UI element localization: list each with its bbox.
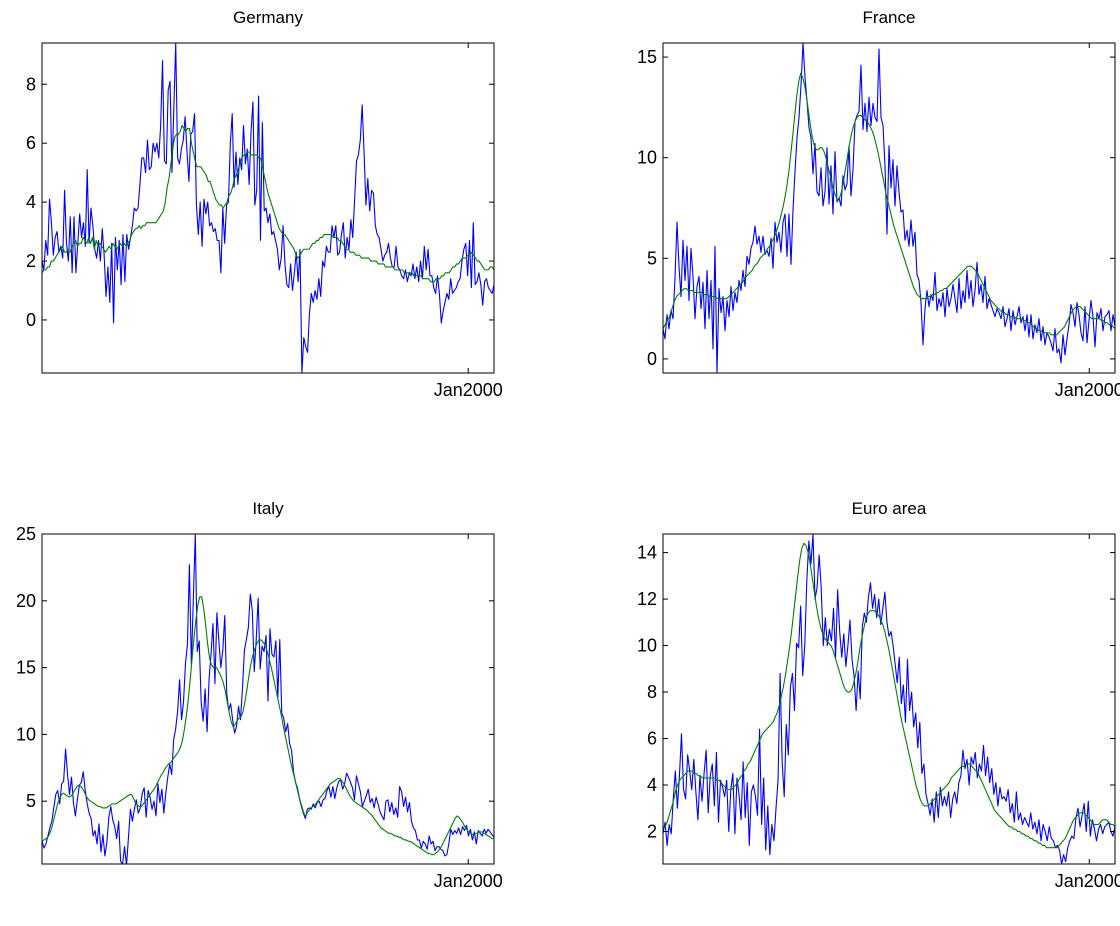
- y-tick-label: 6: [647, 729, 657, 749]
- panel-title: France: [863, 8, 916, 27]
- y-tick-label: 8: [647, 682, 657, 702]
- series-line-1: [663, 534, 1115, 864]
- axes-box: [662, 533, 1116, 865]
- y-tick-label: 10: [16, 724, 36, 744]
- y-tick-label: 4: [26, 192, 36, 212]
- y-tick-label: 0: [647, 349, 657, 369]
- axes-box: [41, 533, 495, 865]
- series-line-2: [42, 596, 494, 856]
- panel-title: Italy: [252, 499, 284, 518]
- axes-box: [662, 42, 1116, 374]
- panel-germany: 0 2 4 6 8 Jan2000 Germany: [26, 8, 503, 400]
- series-line-1: [42, 534, 494, 864]
- y-tick-label: 15: [16, 658, 36, 678]
- series-line-1: [663, 43, 1115, 373]
- y-tick-label: 10: [637, 148, 657, 168]
- y-tick-label: 8: [26, 74, 36, 94]
- panel-title: Germany: [233, 8, 303, 27]
- y-tick-label: 2: [26, 251, 36, 271]
- x-tick-label: Jan2000: [1055, 871, 1120, 891]
- y-tick-label: 12: [637, 589, 657, 609]
- y-tick-label: 4: [647, 775, 657, 795]
- y-tick-label: 15: [637, 47, 657, 67]
- y-tick-label: 25: [16, 524, 36, 544]
- y-tick-label: 6: [26, 133, 36, 153]
- series-line-2: [42, 124, 494, 283]
- y-tick-label: 5: [26, 791, 36, 811]
- panel-title: Euro area: [852, 499, 927, 518]
- x-tick-label: Jan2000: [434, 380, 503, 400]
- series-line-2: [663, 72, 1115, 336]
- panel-italy: 5 10 15 20 25 Jan2000 Italy: [16, 499, 503, 891]
- panel-france: 0 5 10 15 Jan2000 France: [637, 8, 1120, 400]
- series-line-2: [663, 542, 1115, 849]
- y-tick-label: 14: [637, 543, 657, 563]
- y-tick-label: 0: [26, 310, 36, 330]
- series-line-1: [42, 43, 494, 373]
- panel-euro-area: 2 4 6 8 10 12 14 Jan2000 Euro area: [637, 499, 1120, 891]
- axes-box: [41, 42, 495, 374]
- y-tick-label: 20: [16, 591, 36, 611]
- y-tick-label: 2: [647, 821, 657, 841]
- x-tick-label: Jan2000: [434, 871, 503, 891]
- y-tick-label: 10: [637, 636, 657, 656]
- y-tick-label: 5: [647, 248, 657, 268]
- x-tick-label: Jan2000: [1055, 380, 1120, 400]
